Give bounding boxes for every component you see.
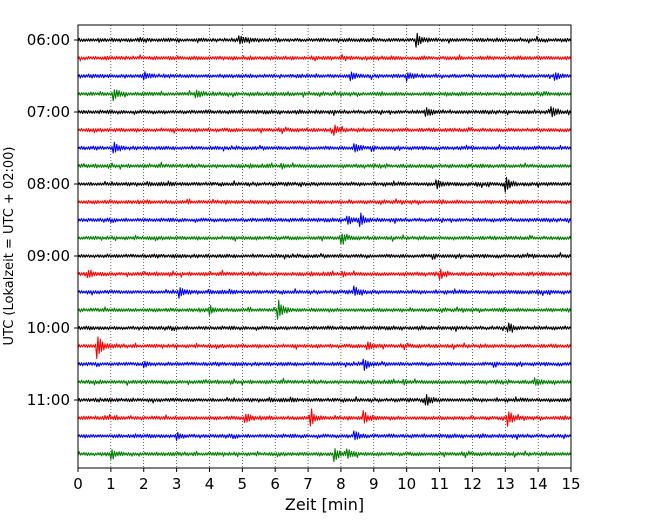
x-tick-label: 15 (561, 475, 580, 493)
x-axis-label: Zeit [min] (285, 495, 364, 514)
trace-1000 (77, 322, 572, 333)
x-tick-label: 3 (172, 475, 182, 493)
x-tick-label: 5 (238, 475, 248, 493)
trace-0600 (77, 32, 572, 48)
trace-0730 (77, 141, 572, 154)
trace-1030 (77, 358, 572, 371)
x-tick-label: 12 (463, 475, 482, 493)
trace-0630 (77, 71, 572, 82)
trace-1045 (77, 377, 572, 386)
trace-1145 (77, 448, 572, 463)
trace-0945 (77, 299, 572, 320)
trace-0915 (77, 268, 572, 280)
x-tick-label: 11 (430, 475, 449, 493)
y-tick-label: 09:00 (27, 247, 70, 265)
x-tick-label: 10 (397, 475, 416, 493)
x-tick-label: 0 (73, 475, 83, 493)
x-tick-label: 1 (106, 475, 116, 493)
y-tick-label: 10:00 (27, 319, 70, 337)
x-tick-label: 14 (529, 475, 548, 493)
trace-1115 (77, 408, 572, 427)
vertical-gridlines (110, 25, 539, 468)
trace-0845 (77, 233, 572, 245)
trace-0615 (77, 54, 572, 62)
trace-1015 (77, 336, 572, 360)
x-tick-label: 7 (303, 475, 313, 493)
x-tick-label: 13 (496, 475, 515, 493)
trace-0645 (77, 89, 572, 102)
x-tick-label: 8 (336, 475, 346, 493)
y-tick-label: 06:00 (27, 31, 70, 49)
y-tick-label: 07:00 (27, 103, 70, 121)
x-tick-label: 2 (139, 475, 149, 493)
trace-0745 (77, 161, 572, 170)
y-axis-label: UTC (Lokalzeit = UTC + 02:00) (2, 147, 17, 346)
trace-1100 (77, 394, 572, 406)
trace-0715 (77, 124, 572, 136)
x-tick-label: 9 (369, 475, 379, 493)
x-tick-label: 4 (205, 475, 215, 493)
trace-0830 (77, 212, 572, 228)
plot-frame (77, 24, 572, 469)
y-axis-ticks: 06:00 07:00 08:00 09:00 10:00 11:00 (27, 31, 78, 409)
x-axis-ticks: 0 1 2 3 4 5 6 7 8 9 10 11 12 13 14 15 (73, 468, 581, 493)
trace-0700 (77, 106, 572, 118)
y-tick-label: 08:00 (27, 175, 70, 193)
trace-0815 (77, 198, 572, 206)
trace-0800 (77, 176, 572, 193)
y-tick-label: 11:00 (27, 391, 70, 409)
trace-0900 (77, 252, 572, 260)
seismic-traces (77, 32, 572, 463)
x-tick-label: 6 (270, 475, 280, 493)
trace-1130 (77, 430, 572, 442)
trace-0930 (77, 285, 572, 299)
